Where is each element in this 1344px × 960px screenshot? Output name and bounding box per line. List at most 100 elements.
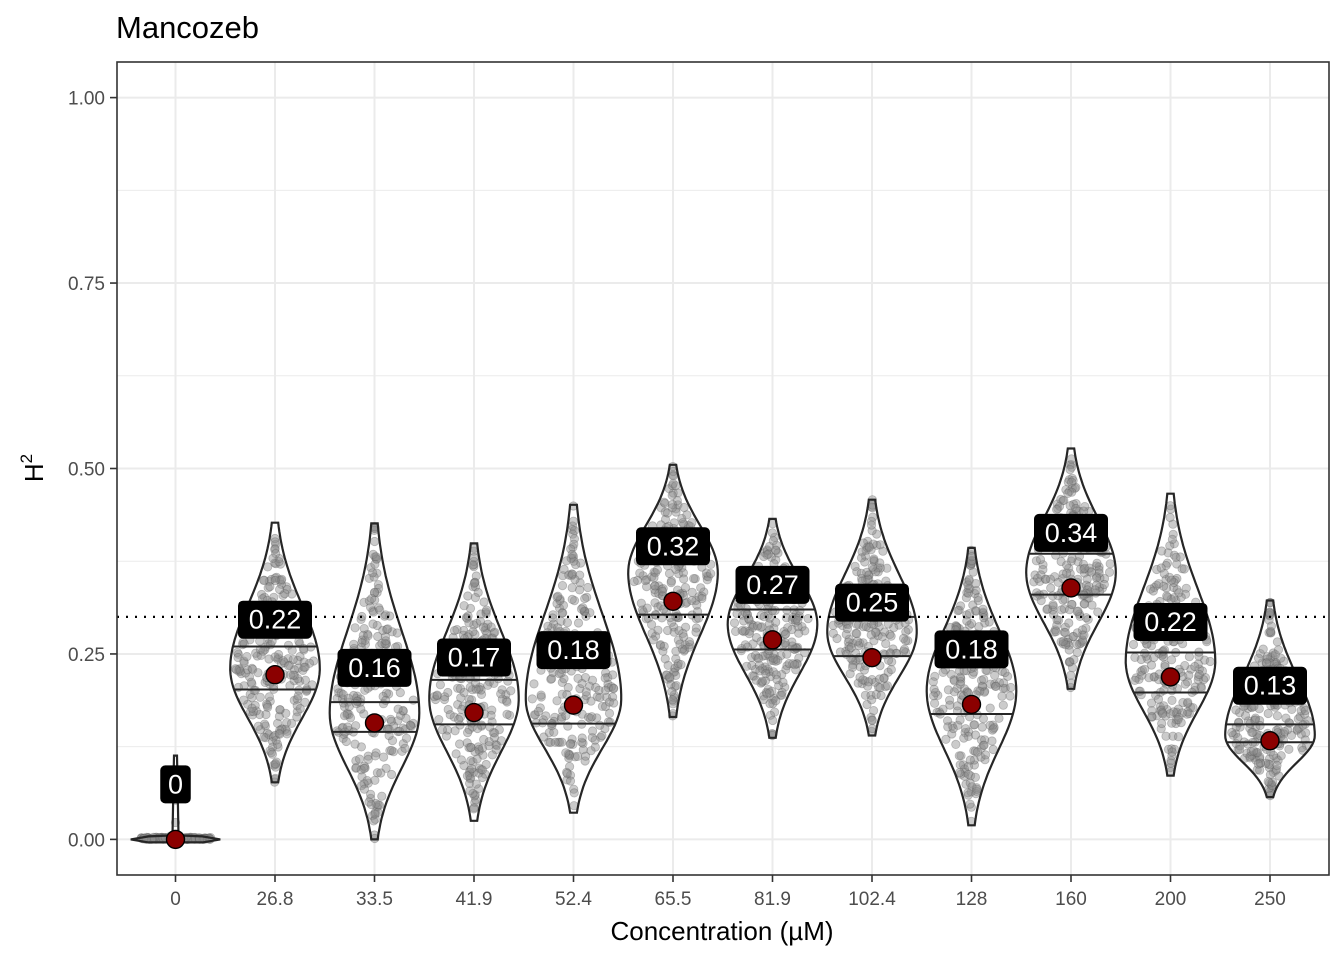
chart-title: Mancozeb <box>116 10 259 45</box>
data-point <box>497 685 507 695</box>
data-point <box>359 597 369 608</box>
data-point <box>489 628 499 638</box>
data-point <box>577 737 587 747</box>
data-point <box>359 763 369 774</box>
data-point <box>1190 682 1200 692</box>
data-point <box>853 678 863 688</box>
data-point <box>696 583 706 593</box>
data-point <box>666 679 676 690</box>
data-point <box>1261 658 1272 668</box>
data-point <box>267 736 278 746</box>
data-point <box>453 714 464 725</box>
data-point <box>587 675 598 685</box>
data-point <box>854 640 864 651</box>
data-point <box>1080 563 1090 573</box>
data-point <box>370 809 380 819</box>
data-point <box>740 626 750 636</box>
mean-label-box <box>238 600 312 639</box>
data-point <box>432 690 442 700</box>
data-point <box>1188 703 1198 713</box>
data-point <box>480 625 490 635</box>
data-point <box>803 613 813 624</box>
data-point <box>689 573 699 584</box>
data-point <box>933 690 943 701</box>
data-point <box>385 714 396 724</box>
data-point <box>256 589 267 600</box>
data-point <box>275 725 285 736</box>
data-point <box>554 668 564 679</box>
data-point <box>564 753 574 763</box>
data-point <box>385 611 395 621</box>
violin-group <box>726 517 819 741</box>
data-point <box>774 680 784 691</box>
data-point <box>275 559 286 569</box>
data-point <box>354 754 365 764</box>
data-point <box>638 571 648 581</box>
data-point <box>558 600 569 611</box>
data-point <box>851 628 861 638</box>
data-point <box>553 623 563 633</box>
data-point <box>569 539 579 549</box>
data-point <box>1146 641 1157 651</box>
data-point <box>965 771 976 781</box>
data-point <box>1058 569 1068 579</box>
data-point <box>1061 485 1071 495</box>
data-point <box>966 787 976 797</box>
data-point <box>660 514 671 525</box>
data-point <box>550 737 560 748</box>
data-point <box>597 701 608 712</box>
data-point <box>857 547 867 557</box>
data-point <box>860 690 871 700</box>
data-point <box>300 675 310 685</box>
violin-group <box>428 542 520 822</box>
data-point <box>233 649 243 659</box>
data-point <box>351 762 361 773</box>
data-point <box>987 736 997 746</box>
data-point <box>368 607 379 617</box>
data-point <box>844 644 854 654</box>
data-point <box>1180 679 1190 689</box>
data-point <box>979 613 989 623</box>
data-point <box>464 742 474 753</box>
data-point <box>964 608 975 619</box>
data-point <box>1056 637 1066 647</box>
data-point <box>469 804 479 814</box>
data-point <box>562 617 573 628</box>
data-point <box>553 591 563 601</box>
data-point <box>1064 618 1074 628</box>
data-point <box>367 810 378 821</box>
data-point <box>965 584 975 594</box>
data-point <box>1173 732 1184 742</box>
data-point <box>852 566 862 577</box>
data-point <box>383 689 394 699</box>
data-point <box>673 500 683 510</box>
data-point <box>668 667 679 677</box>
data-point <box>352 691 362 701</box>
data-point <box>349 639 359 649</box>
data-point <box>1146 698 1157 708</box>
mean-label-box <box>1233 666 1307 705</box>
data-point <box>1048 605 1058 615</box>
data-point <box>556 616 566 626</box>
data-point <box>1268 648 1278 658</box>
data-point <box>880 681 891 692</box>
data-point <box>1080 599 1090 609</box>
data-point <box>1070 483 1080 493</box>
data-point <box>678 568 689 578</box>
data-point <box>363 754 373 765</box>
data-point <box>1184 652 1195 662</box>
data-point <box>265 696 275 706</box>
data-point <box>1267 781 1277 791</box>
data-point <box>247 679 257 689</box>
data-point <box>1064 657 1075 667</box>
data-point <box>375 605 385 615</box>
data-point <box>274 711 284 722</box>
data-point <box>869 556 879 566</box>
data-point <box>443 687 453 698</box>
data-point <box>655 640 666 651</box>
data-point <box>270 762 281 772</box>
data-point <box>261 709 271 720</box>
data-point <box>1064 563 1074 573</box>
data-point <box>650 568 661 578</box>
data-point <box>348 690 359 701</box>
